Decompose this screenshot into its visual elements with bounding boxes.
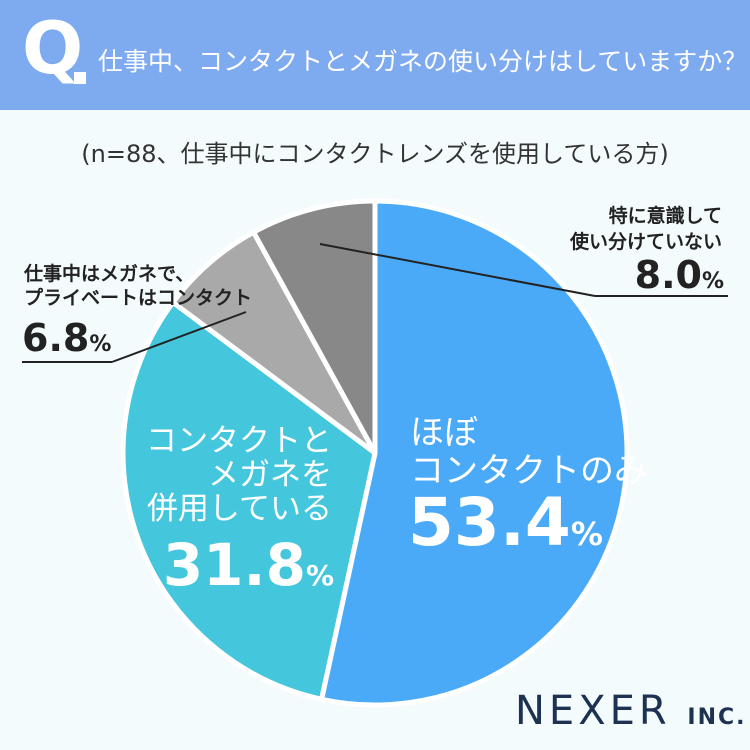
slice-value-both: 31.8% [163, 531, 334, 599]
slice-label-not-switching-line1: 特に意識して [609, 204, 722, 227]
slice-value-unit: % [306, 559, 334, 592]
slice-not-switching [251, 198, 378, 456]
slice-label-both-line3: 併用している [147, 491, 332, 527]
slice-label-both-line2: メガネを [208, 457, 332, 493]
slice-value-number: 6.8 [22, 316, 89, 360]
slice-label-contact-only-line2: コンタクトのみ [410, 451, 648, 491]
slice-label-both-line1: コンタクトと [146, 423, 332, 459]
q-mark: Q [22, 6, 84, 90]
slice-value-unit: % [89, 332, 111, 357]
slice-value-contact-only: 53.4% [408, 484, 603, 561]
q-dot [74, 72, 86, 84]
slice-value-number: 53.4 [408, 484, 571, 561]
leader-line-not-switching [319, 243, 596, 297]
brand-suffix: INC. [687, 705, 747, 730]
slice-contact-only [319, 198, 630, 708]
slice-value-unit: % [571, 515, 603, 553]
slice-label-not-switching-line2: 使い分けていない [569, 231, 722, 253]
brand-logo: NEXER INC. [515, 688, 747, 734]
slice-value-number: 8.0 [635, 253, 702, 297]
slice-value-unit: % [702, 269, 724, 294]
slice-label-work-glasses-line1: 仕事中はメガネで、 [23, 262, 194, 285]
sample-note: (n=88、仕事中にコンタクトレンズを使用している方) [81, 140, 669, 168]
question-text: 仕事中、コンタクトとメガネの使い分けはしていますか？ [98, 47, 748, 76]
leader-line-work-glasses [111, 311, 247, 363]
slice-value-work-glasses: 6.8% [22, 316, 111, 360]
slice-value-not-switching: 8.0% [635, 253, 724, 297]
brand-name: NEXER [515, 688, 671, 734]
slice-label-contact-only-line1: ほぼ [410, 413, 478, 453]
slice-both [120, 299, 378, 702]
slice-value-number: 31.8 [163, 531, 306, 599]
slices-group [120, 198, 630, 708]
question-header: Q 仕事中、コンタクトとメガネの使い分けはしていますか？ [0, 0, 750, 110]
slice-label-work-glasses-line2: プライベートはコンタクト [24, 286, 252, 309]
